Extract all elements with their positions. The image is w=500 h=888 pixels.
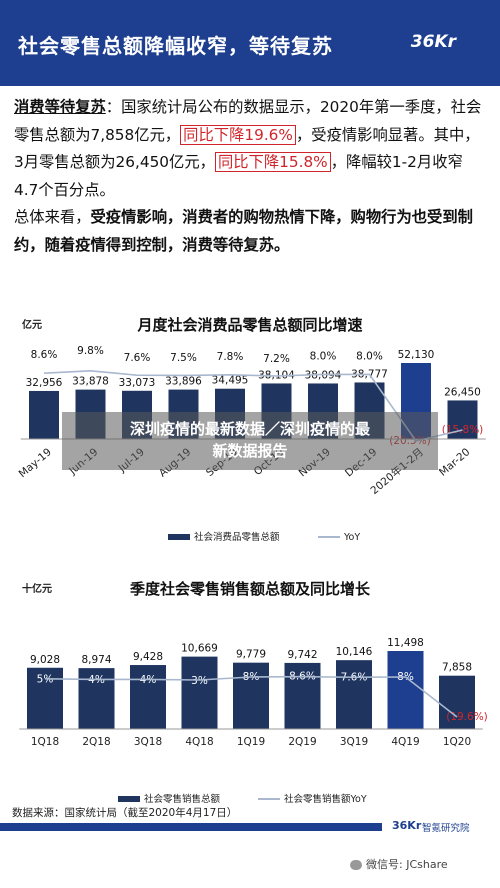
bar [29,390,59,439]
bar-value-label: 7,858 [442,662,472,674]
chart-title: 月度社会消费品零售总额同比增速 [136,316,362,334]
footer-logo: 36Kr [392,819,422,832]
yoy-label: (19.6%) [446,711,488,723]
chart-title: 季度社会零售销售额总额及同比增长 [130,580,371,598]
bar-value-label: 8,974 [81,654,111,666]
bar-value-label: 38,094 [305,369,342,381]
wechat-id: 微信号: JCshare [366,858,448,871]
bar-value-label: 32,956 [26,377,63,389]
bar-value-label: 34,495 [212,375,249,387]
page-title: 社会零售总额降幅收窄，等待复苏 [18,34,333,58]
bar [439,675,475,729]
bar [233,662,269,729]
x-tick-label: 1Q19 [237,736,265,748]
bar-value-label: 11,498 [387,637,424,649]
legend-label-line: 社会零售销售额YoY [284,793,367,804]
yoy-label: 8.0% [356,351,383,363]
bar [78,668,115,729]
x-tick-label: 3Q18 [134,736,162,748]
brand-logo: 36Kr [410,32,456,52]
bar-value-label: 33,878 [72,376,109,388]
watermark-overlay: 深圳疫情的最新数据／深圳疫情的最 新数据报告 [62,412,438,470]
legend-swatch-bar [168,534,190,540]
intro-text: 消费等待复苏：国家统计局公布的数据显示，2020年第一季度，社会零售总额为7,8… [14,94,484,259]
watermark-line-1: 深圳疫情的最新数据／深圳疫情的最 [129,420,370,438]
yoy-label: 7.5% [170,352,197,364]
bar [387,651,424,729]
wechat-icon [350,860,362,870]
x-tick-label: 3Q19 [340,736,368,748]
yoy-line [43,369,463,442]
bar-value-label: 9,742 [287,649,317,661]
bar-value-label: 33,073 [119,377,156,389]
bar-value-label: 33,896 [165,376,202,388]
header-banner: 社会零售总额降幅收窄，等待复苏 36Kr [0,0,500,86]
legend-label-line: YoY [343,532,360,543]
intro-highlight-2: 同比下降15.8% [214,152,331,172]
bar [27,667,63,729]
intro-lead: 消费等待复苏 [14,98,106,116]
x-tick-label: 1Q20 [443,736,471,748]
footer-logo-sub: 智氪研究院 [422,823,470,834]
x-tick-label: 2Q18 [82,736,110,748]
yoy-label: 8.6% [31,349,58,361]
intro-part-b: ，受疫情影响显著。其中，3月零售总额为26,450亿元， [14,125,480,172]
intro-part-c: ，降幅较1-2月收窄4.7个百分点。 [14,153,463,199]
yoy-label: 7.2% [263,353,290,365]
quarterly-retail-chart: 十亿元 季度社会零售销售额总额及同比增长9,0285%1Q188,9744%2Q1… [19,580,488,804]
yoy-label: 8.0% [310,351,337,363]
yoy-label: 7.8% [217,351,244,363]
bar [336,660,372,729]
bar-value-label: 10,146 [336,646,373,658]
x-tick-label: 4Q18 [185,736,213,748]
yoy-label: 3% [191,675,208,687]
x-tick-label: Mar-20 [437,446,473,479]
yoy-line [44,675,458,718]
bar [284,662,321,729]
yoy-label: 4% [88,674,105,686]
legend-label-bar: 社会消费品零售总额 [194,531,280,543]
intro-part-a: ：国家统计局公布的数据显示，2020年第一季度，社会零售总额为7,858亿元， [14,98,482,144]
bar-value-label: 52,130 [398,349,435,361]
footer-bar [0,823,382,831]
yoy-label: 7.6% [124,352,151,364]
y-unit-label: 十亿元 [22,582,52,595]
x-tick-label: 1Q18 [31,736,59,748]
y-unit-label: 亿元 [22,318,42,331]
watermark-line-2: 新数据报告 [212,442,288,460]
intro-highlight-1: 同比下降19.6% [180,124,296,145]
bar [130,665,166,729]
intro-summary-lead: 总体来看， [14,208,91,226]
bar-value-label: 9,428 [133,651,163,663]
yoy-label: 9.8% [77,345,104,357]
bar-value-label: 9,028 [30,654,60,666]
x-tick-label: 4Q19 [391,736,419,748]
bar-value-label: 9,779 [236,649,266,661]
bar [181,656,218,729]
intro-summary: 受疫情影响，消费者的购物热情下降，购物行为也受到制约，随着疫情得到控制，消费等待… [14,208,473,254]
x-tick-label: May-19 [17,446,54,480]
bar-value-label: 26,450 [444,386,481,398]
x-tick-label: 2Q19 [288,736,316,748]
bar-value-label: 10,669 [181,643,218,655]
data-source: 数据来源：国家统计局（截至2020年4月17日） [12,807,238,819]
legend-swatch-bar [118,796,140,802]
legend-label-bar: 社会零售销售总额 [144,793,221,804]
